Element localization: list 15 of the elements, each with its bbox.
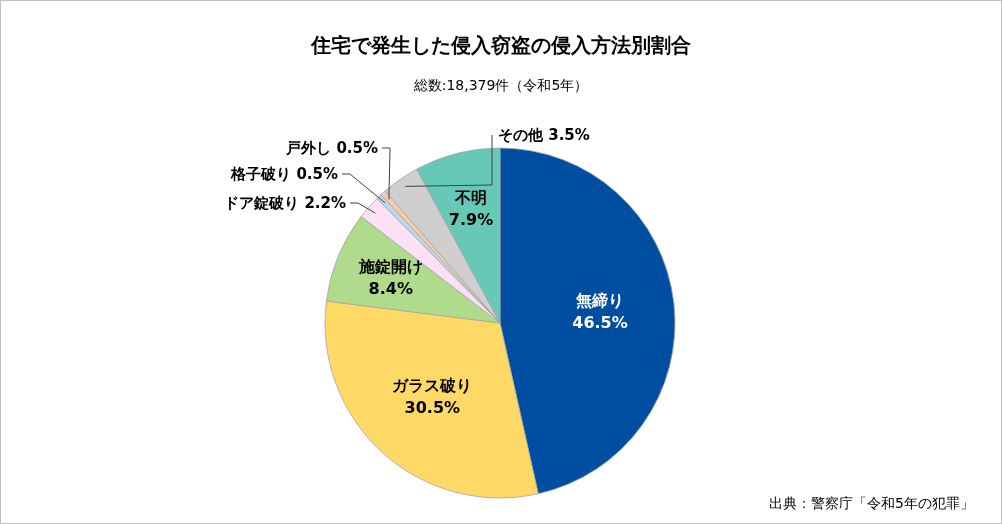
data-label: 7.9% bbox=[448, 209, 494, 229]
data-label: 8.4% bbox=[368, 279, 413, 299]
slice-label: ガラス破り bbox=[392, 376, 473, 396]
slice-label: 格子破り 0.5% bbox=[230, 165, 338, 183]
slice-label: ドア錠破り 2.2% bbox=[224, 194, 346, 212]
chart-title: 住宅で発生した侵入窃盗の侵入方法別割合 bbox=[310, 33, 691, 57]
slice-label: 無締り bbox=[575, 290, 625, 310]
data-label: 46.5% bbox=[572, 312, 628, 332]
source-note: 出典：警察庁「令和5年の犯罪」 bbox=[769, 495, 974, 511]
data-label: 30.5% bbox=[404, 398, 461, 418]
slice-label: その他 3.5% bbox=[498, 126, 590, 144]
chart-subtitle: 総数:18,379件（令和5年） bbox=[412, 77, 589, 93]
slice-label: 施錠開け bbox=[357, 257, 423, 277]
slice-label: 戸外し 0.5% bbox=[285, 139, 378, 157]
slice-label: 不明 bbox=[453, 187, 487, 207]
